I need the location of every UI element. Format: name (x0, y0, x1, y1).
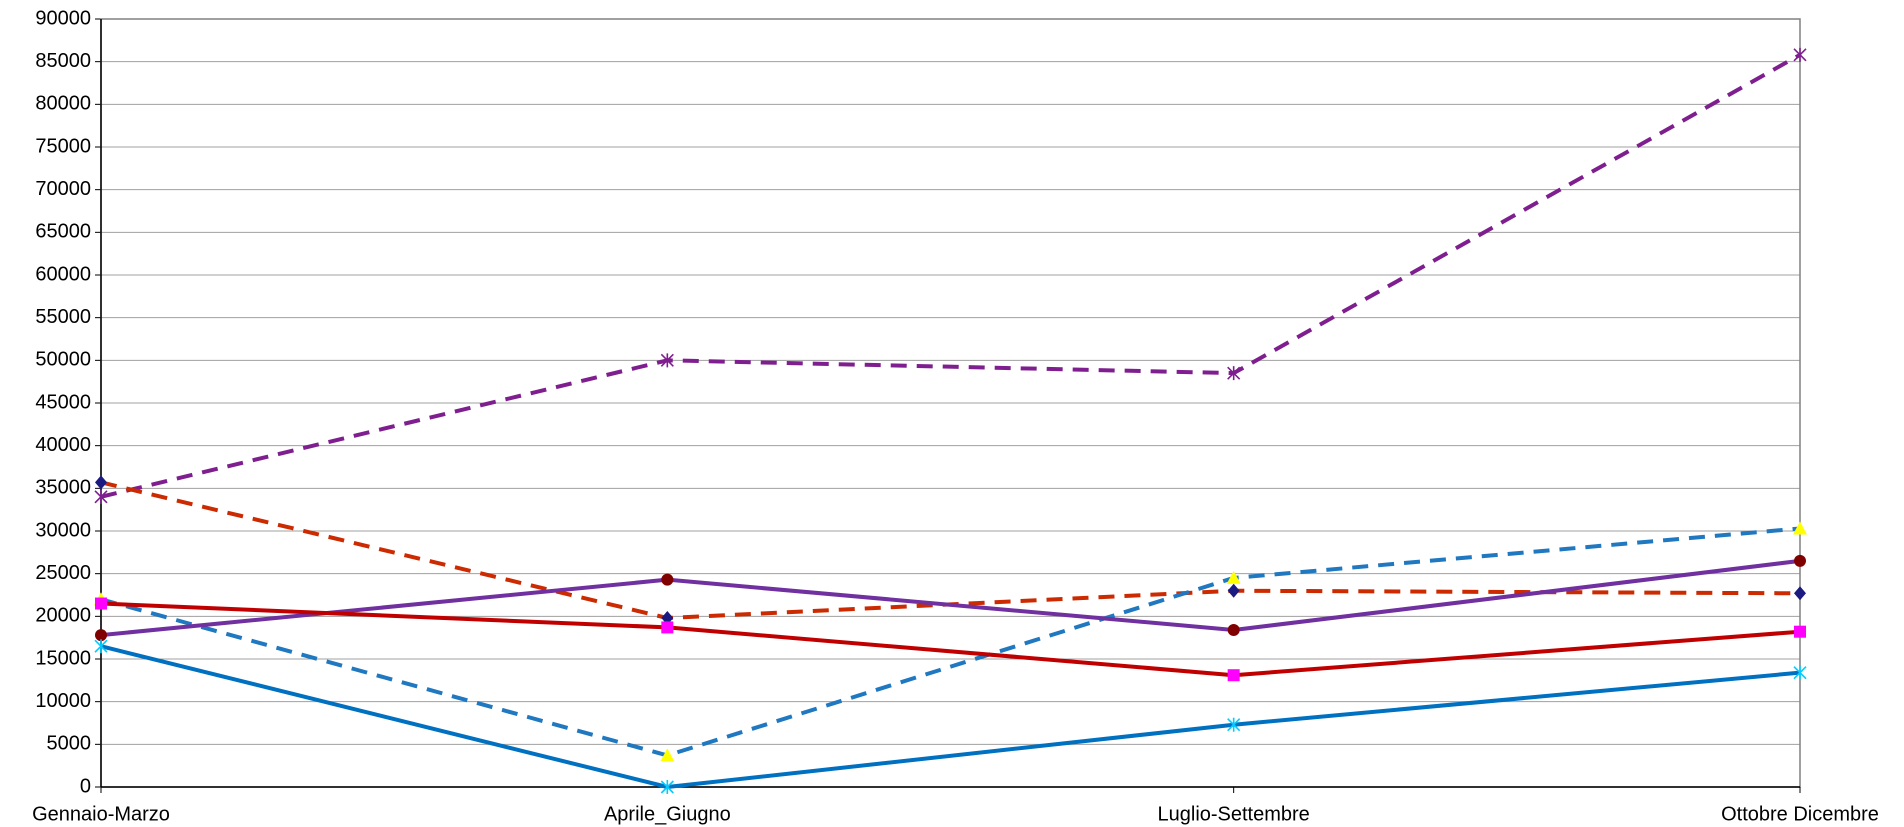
y-tick-label: 15000 (35, 647, 91, 669)
marker (1794, 625, 1806, 638)
marker (660, 780, 674, 794)
marker (1227, 366, 1241, 381)
y-tick-label: 80000 (35, 93, 91, 115)
y-tick-label: 35000 (35, 477, 91, 499)
marker (95, 629, 107, 642)
x-tick-label: Gennaio-Marzo (32, 803, 170, 825)
series-line (100, 526, 1801, 758)
y-tick-label: 25000 (35, 562, 91, 584)
y-tick-label: 85000 (35, 50, 91, 72)
y-tick-label: 75000 (35, 135, 91, 157)
x-tick-label: Ottobre Dicembre (1721, 803, 1879, 825)
y-tick-label: 70000 (35, 178, 91, 200)
y-tick-label: 45000 (35, 391, 91, 413)
x-tick-label: Luglio-Settembre (1158, 803, 1310, 825)
marker (95, 475, 107, 490)
marker (661, 621, 674, 634)
marker (95, 597, 107, 610)
marker (94, 489, 108, 504)
y-tick-label: 30000 (35, 519, 91, 541)
marker (94, 639, 108, 654)
marker (1793, 47, 1807, 62)
series-line (100, 644, 1801, 789)
series-line (100, 601, 1801, 678)
series-line (100, 558, 1801, 638)
y-tick-label: 20000 (35, 605, 91, 627)
marker (1793, 665, 1807, 680)
y-tick-label: 0 (80, 775, 91, 797)
marker (1227, 717, 1241, 732)
marker (660, 353, 674, 368)
y-tick-label: 40000 (35, 434, 91, 456)
marker (1794, 586, 1806, 601)
y-tick-label: 65000 (35, 221, 91, 243)
y-tick-label: 5000 (47, 733, 92, 755)
marker (1794, 554, 1806, 567)
series-line (100, 53, 1801, 499)
y-tick-label: 50000 (35, 349, 91, 371)
marker (1227, 669, 1240, 682)
marker (1793, 521, 1807, 535)
y-tick-label: 60000 (35, 263, 91, 285)
marker (661, 573, 674, 586)
y-tick-label: 55000 (35, 306, 91, 328)
marker (1227, 583, 1240, 598)
marker (660, 748, 675, 762)
marker (1226, 570, 1241, 584)
marker (1227, 623, 1240, 636)
y-tick-label: 90000 (35, 7, 91, 29)
y-tick-label: 10000 (35, 690, 91, 712)
x-tick-label: Aprile_Giugno (604, 803, 731, 825)
